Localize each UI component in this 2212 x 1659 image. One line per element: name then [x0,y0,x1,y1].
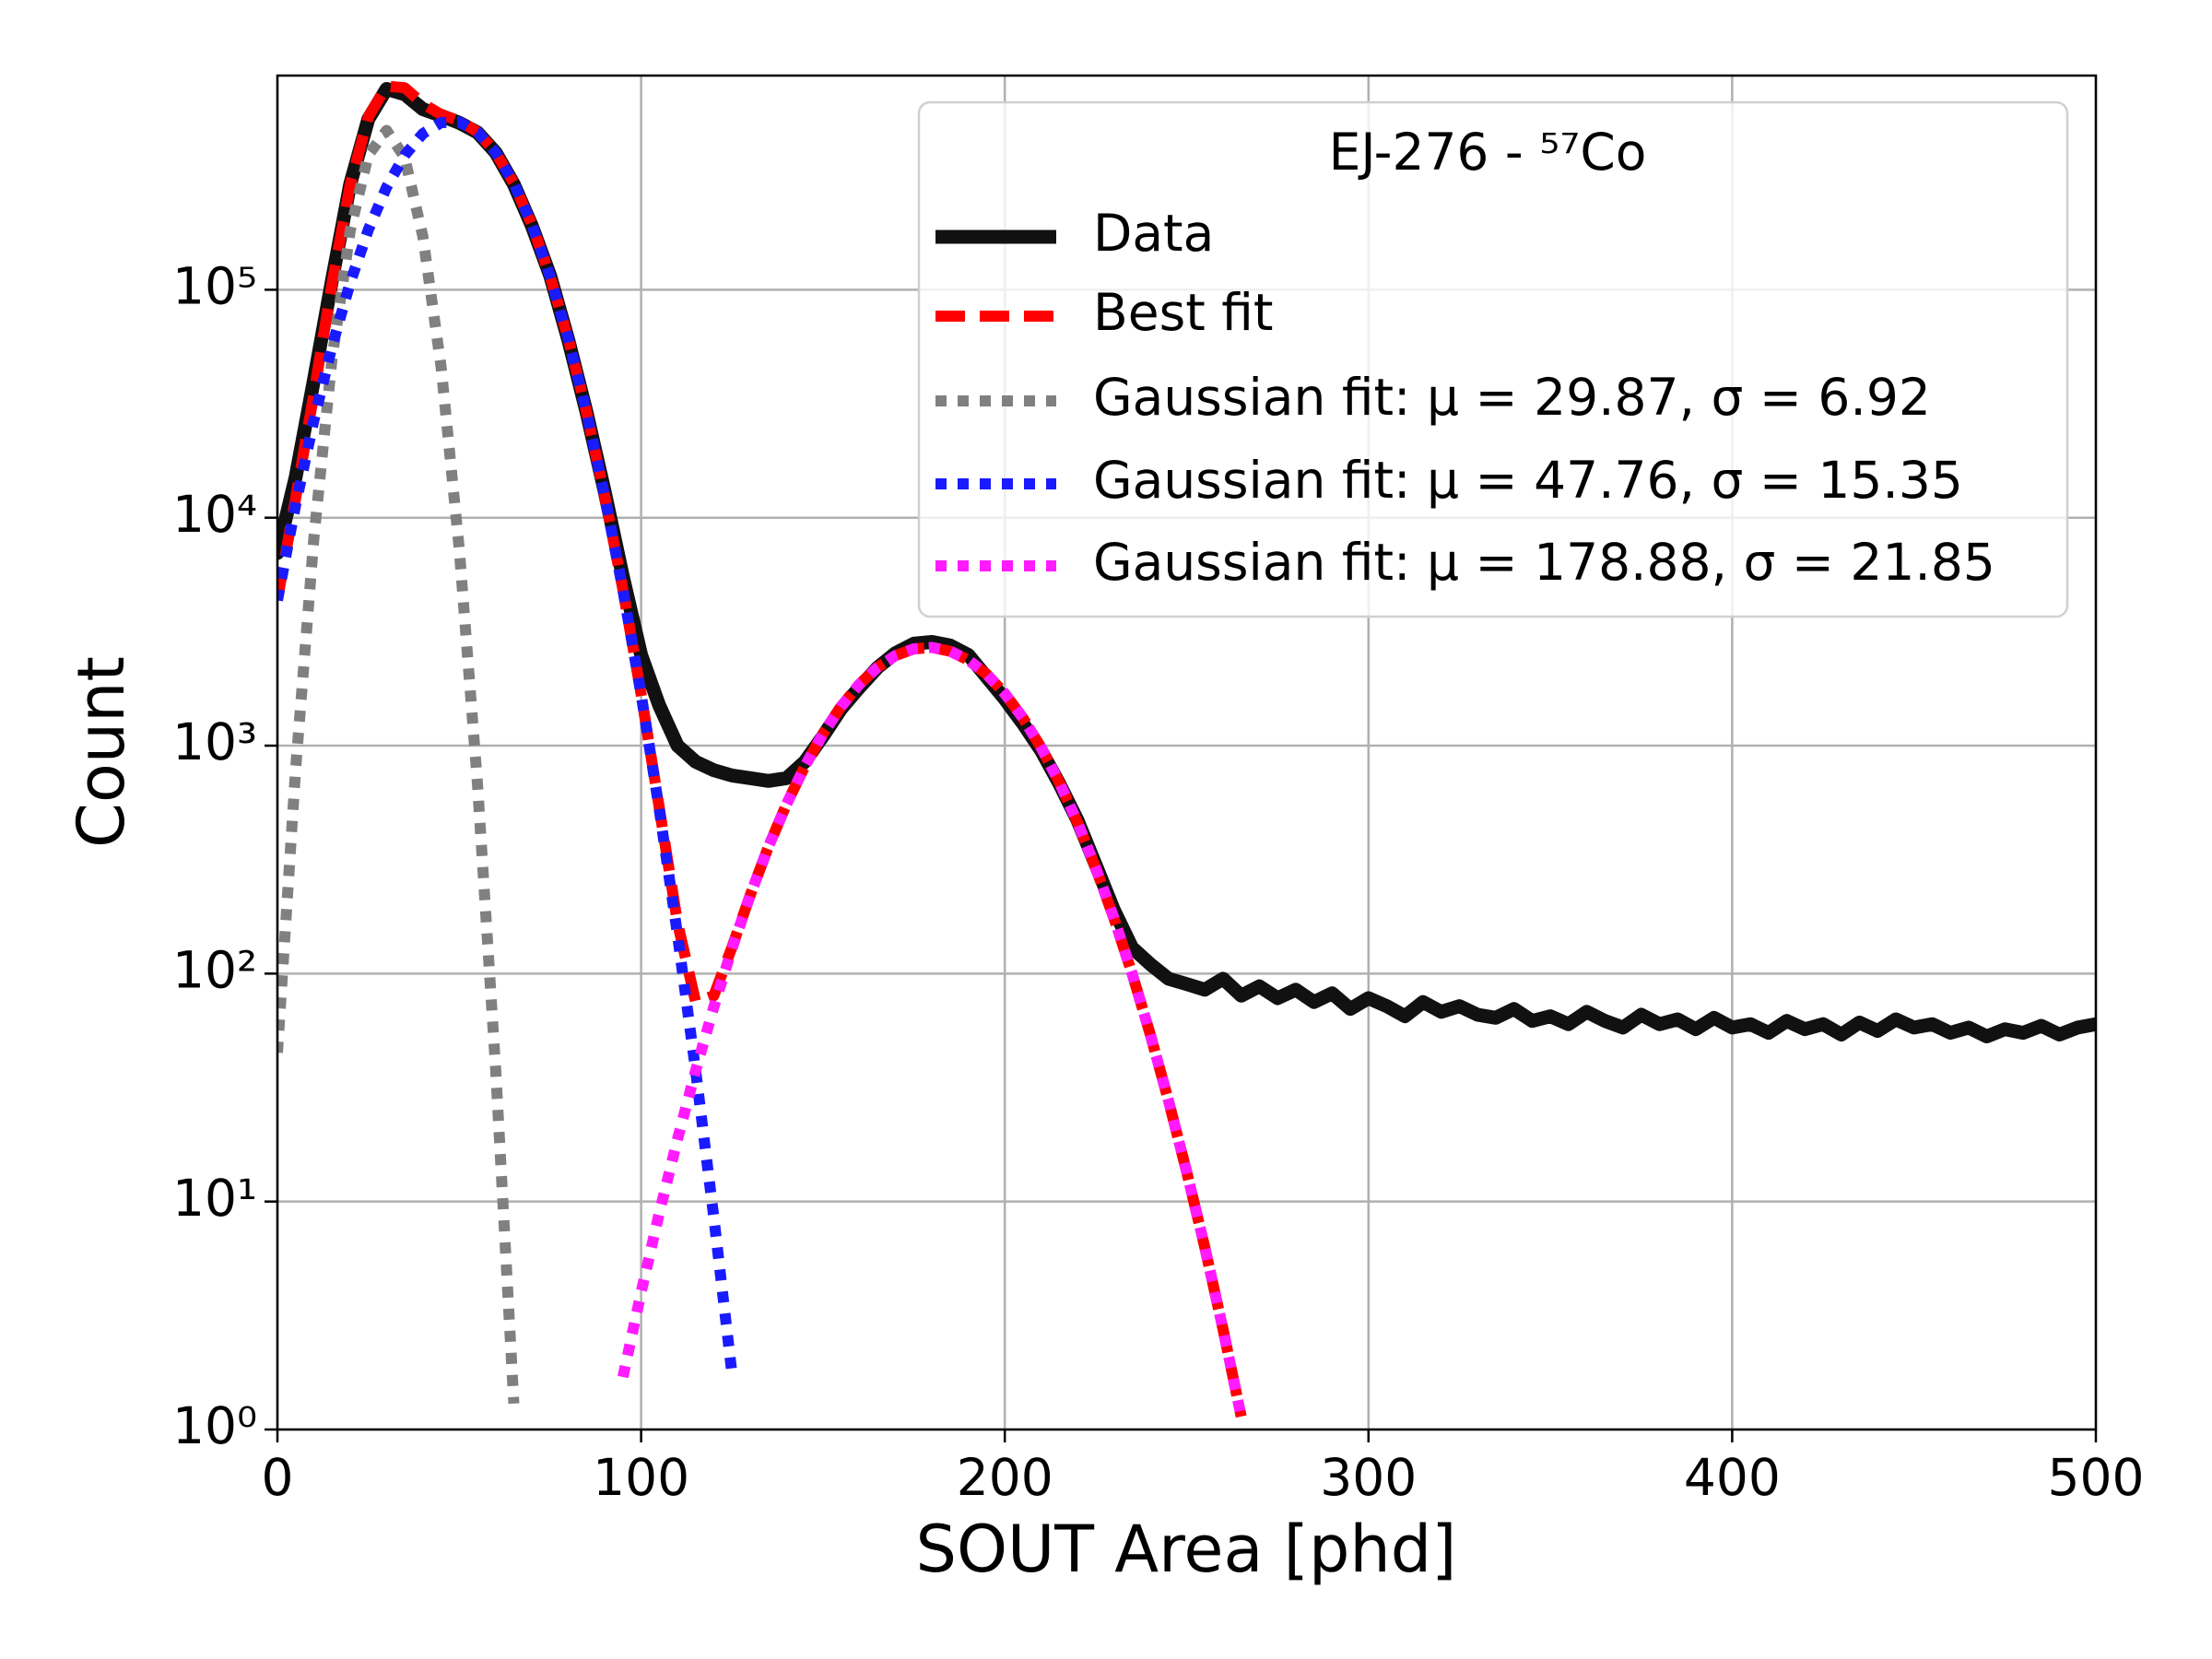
legend: EJ-276 - ⁵⁷Co Data Best fit Gaussian fit: … [917,100,2069,618]
legend-title: EJ-276 - ⁵⁷Co [1329,123,1647,182]
y-tick-label: 10⁰ [172,1396,257,1455]
series-line [277,124,520,1405]
series-line [618,641,1247,1418]
legend-label: Best fit [1093,283,1273,342]
lines [277,80,2096,1418]
legend-label: Gaussian fit: μ = 178.88, σ = 21.85 [1093,533,1995,592]
x-tick-label: 200 [957,1448,1053,1507]
y-tick-label: 10³ [172,712,257,771]
legend-box [917,100,2069,618]
x-tick-label: 500 [2048,1448,2145,1507]
y-tick-label: 10² [172,940,257,999]
x-tick-label: 300 [1320,1448,1417,1507]
x-tick-label: 400 [1684,1448,1781,1507]
ticks: 0 100 200 300 400 500 10⁰ 10¹ 10² 10³ 10⁴ 10⁵ [172,257,2145,1508]
series-line [277,116,738,1376]
x-tick-label: 100 [593,1448,689,1507]
legend-label: Data [1093,204,1214,263]
y-axis-label: Count [64,656,139,848]
y-tick-label: 10¹ [172,1169,257,1228]
y-tick-label: 10⁵ [172,257,257,316]
axes-frame [276,74,2098,1431]
legend-label: Gaussian fit: μ = 47.76, σ = 15.35 [1093,451,1963,510]
x-tick-label: 0 [262,1448,294,1507]
y-tick-label: 10⁴ [172,485,257,544]
legend-label: Gaussian fit: μ = 29.87, σ = 6.92 [1093,368,1931,427]
x-axis-label: SOUT Area [phd] [916,1512,1457,1587]
